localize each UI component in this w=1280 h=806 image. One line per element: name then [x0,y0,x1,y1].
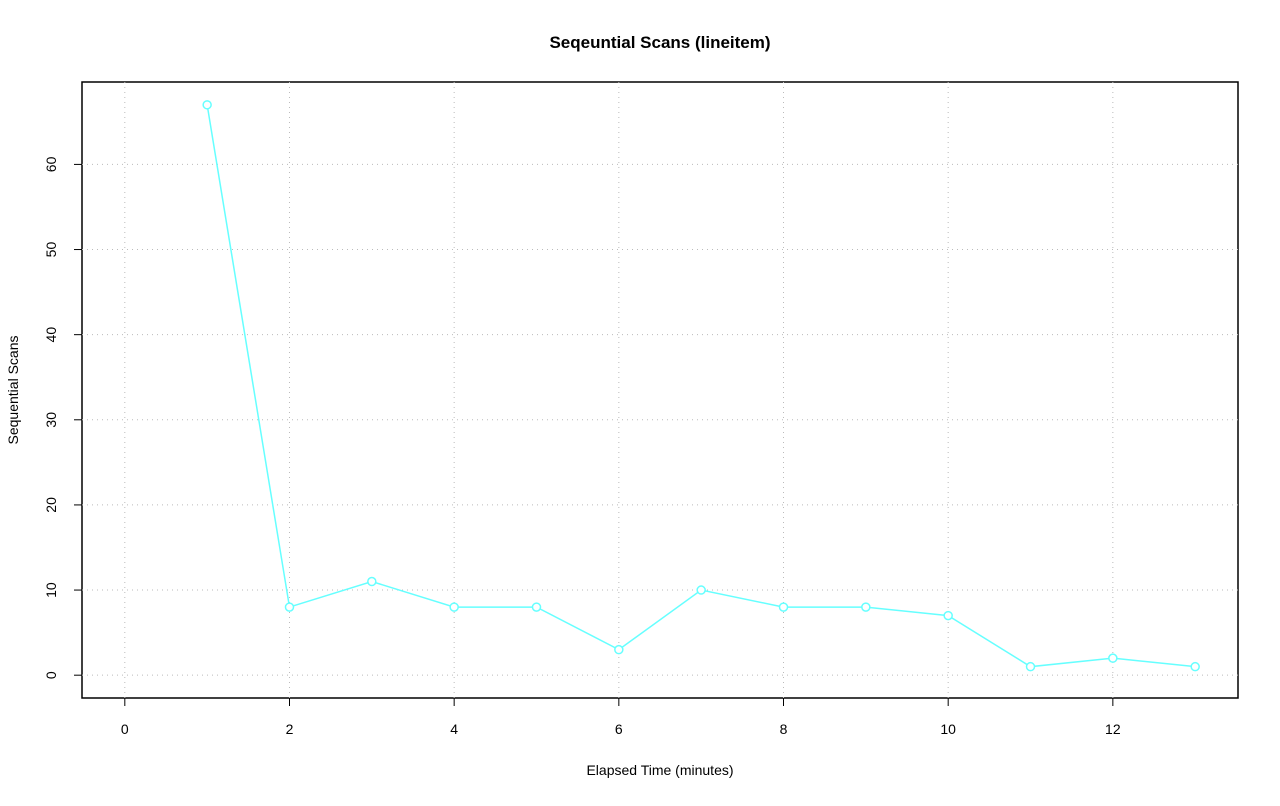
point [1108,653,1118,663]
y-tick-label: 20 [43,497,59,513]
point [861,602,871,612]
x-tick-label: 6 [615,721,623,737]
x-axis-label: Elapsed Time (minutes) [586,762,733,778]
x-tick-label: 2 [286,721,294,737]
plot-frame [81,81,1239,699]
y-tick-label: 50 [43,242,59,258]
point [943,610,953,621]
point [1025,661,1036,672]
point [1190,661,1200,672]
y-tick-label: 30 [43,412,59,428]
y-tick-label: 60 [43,156,59,172]
x-tick-label: 10 [940,721,956,737]
x-tick-label: 8 [780,721,788,737]
y-axis-label: Sequential Scans [5,336,21,445]
x-tick-label: 0 [121,721,129,737]
chart-title: Seqeuntial Scans (lineitem) [549,33,770,52]
line [206,104,1196,668]
point [284,602,295,612]
x-tick-label: 4 [450,721,458,737]
point [202,100,212,110]
point [367,576,377,587]
point [531,602,542,612]
y-tick-label: 0 [43,671,59,679]
y-tick-label: 40 [43,327,59,343]
x-tick-label: 12 [1105,721,1121,737]
point [614,644,624,655]
point [449,602,459,612]
y-tick-label: 10 [43,582,59,598]
point [696,585,706,595]
point [778,602,789,612]
